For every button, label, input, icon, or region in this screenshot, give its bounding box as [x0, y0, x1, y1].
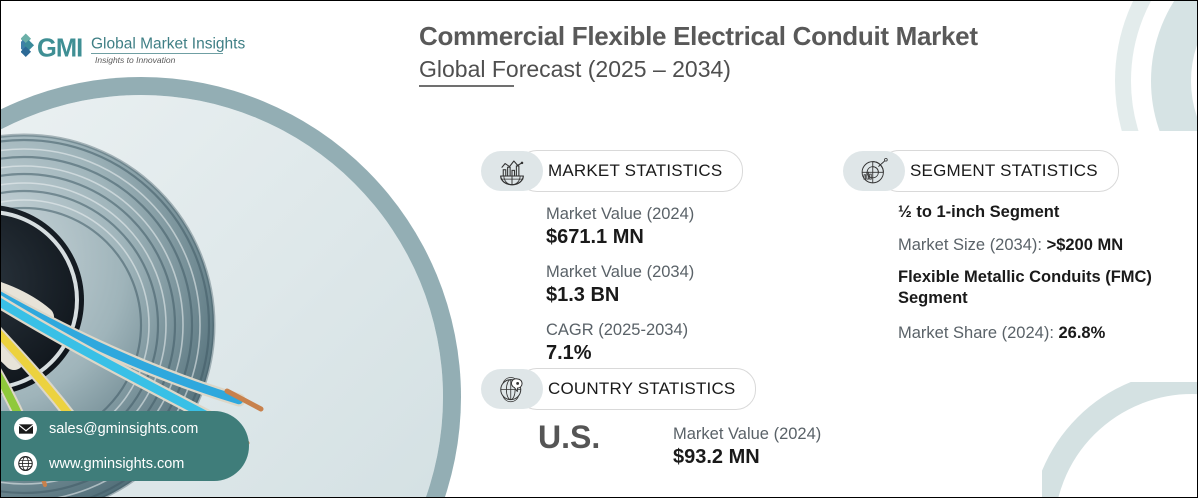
svg-text:GMI: GMI: [37, 35, 82, 63]
svg-text:Insights to Innovation: Insights to Innovation: [95, 55, 176, 65]
svg-text:Global Market Insights: Global Market Insights: [91, 36, 245, 53]
